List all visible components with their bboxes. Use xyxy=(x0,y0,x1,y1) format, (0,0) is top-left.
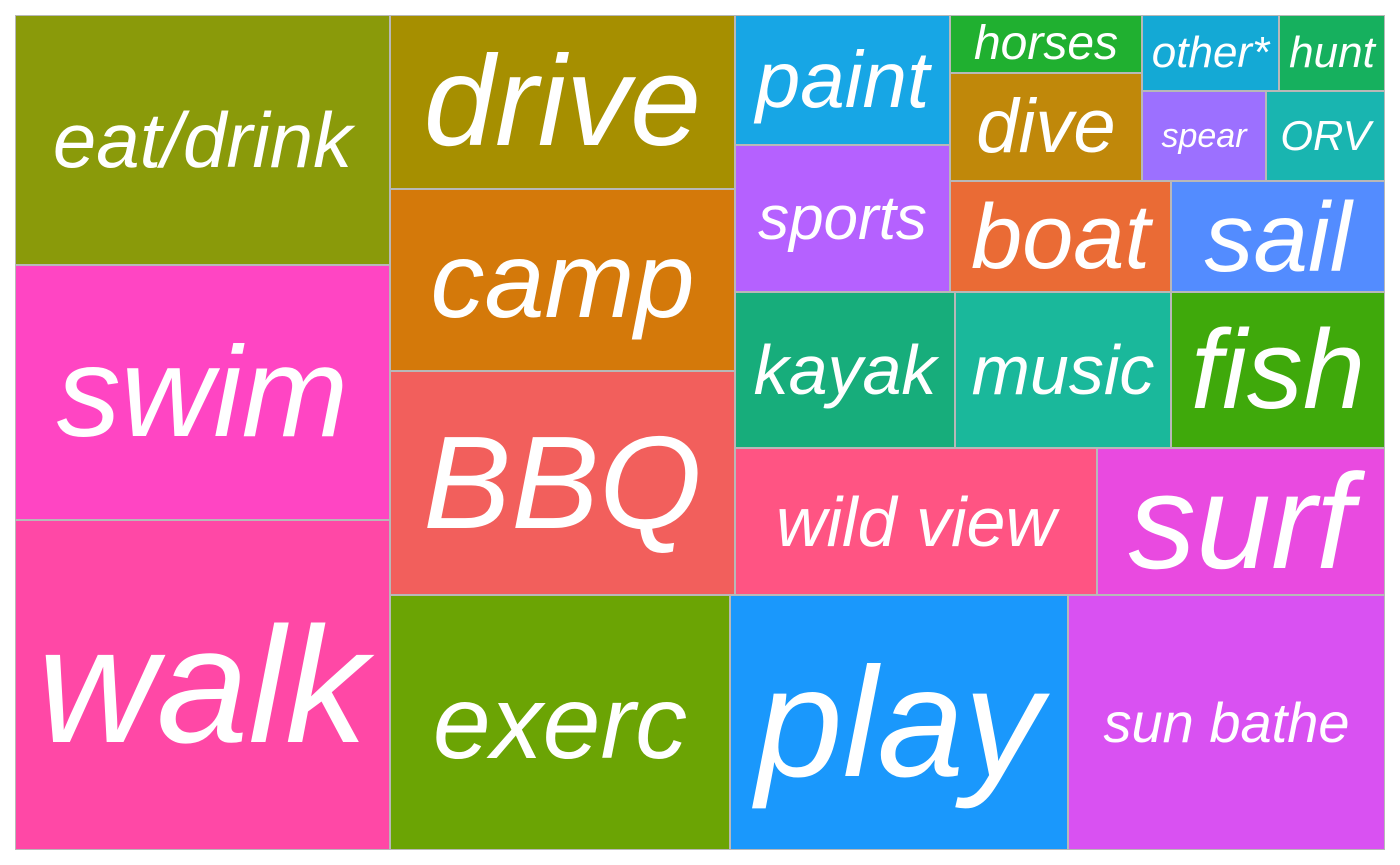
treemap-tile: surf xyxy=(1097,448,1385,595)
treemap-tile-label: BBQ xyxy=(423,409,702,556)
treemap-tile: wild view xyxy=(735,448,1097,595)
treemap-tile: sail xyxy=(1171,181,1385,292)
treemap-tile-label: horses xyxy=(973,17,1119,70)
treemap-tile: paint xyxy=(735,15,950,145)
treemap-tile: spear xyxy=(1142,91,1266,181)
treemap-tile: play xyxy=(730,595,1068,850)
treemap-tile-label: paint xyxy=(755,35,930,124)
treemap-tile: walk xyxy=(15,520,390,850)
treemap-tile-label: boat xyxy=(970,185,1151,288)
treemap-tile-label: play xyxy=(755,635,1043,810)
treemap-tile-label: walk xyxy=(37,592,368,777)
treemap-tile: dive xyxy=(950,73,1142,181)
treemap-tile-label: eat/drink xyxy=(52,96,353,184)
treemap-tile-label: camp xyxy=(430,219,695,340)
treemap-tile: sports xyxy=(735,145,950,292)
treemap-tile-label: ORV xyxy=(1280,112,1371,159)
treemap-tile: swim xyxy=(15,265,390,520)
treemap-tile: eat/drink xyxy=(15,15,390,265)
treemap-tile: camp xyxy=(390,189,735,371)
treemap-tile: drive xyxy=(390,15,735,189)
treemap-tile: horses xyxy=(950,15,1142,73)
treemap-tile-label: surf xyxy=(1128,448,1354,595)
treemap-tile-label: exerc xyxy=(432,664,688,781)
treemap-tile-label: sun bathe xyxy=(1103,690,1350,754)
treemap-tile-label: music xyxy=(971,331,1155,409)
treemap-tile-label: dive xyxy=(976,84,1116,169)
treemap-tile-label: fish xyxy=(1190,307,1366,432)
treemap-tile: sun bathe xyxy=(1068,595,1385,850)
treemap-tile: kayak xyxy=(735,292,955,448)
treemap-tile-label: swim xyxy=(56,320,349,464)
treemap-tile: music xyxy=(955,292,1171,448)
treemap-tile: BBQ xyxy=(390,371,735,595)
treemap-tile-label: spear xyxy=(1161,117,1247,155)
treemap-tile: other* xyxy=(1142,15,1279,91)
treemap-tile-label: drive xyxy=(423,30,702,173)
treemap-tile-label: other* xyxy=(1151,28,1270,77)
treemap-tile-label: kayak xyxy=(753,331,937,409)
treemap-tile-label: sports xyxy=(758,183,927,253)
treemap-tile: boat xyxy=(950,181,1171,292)
treemap-tile-label: sail xyxy=(1204,181,1352,292)
treemap-tile: exerc xyxy=(390,595,730,850)
treemap-tile-label: wild view xyxy=(775,482,1057,561)
treemap-tile: hunt xyxy=(1279,15,1385,91)
treemap-tile-label: hunt xyxy=(1289,28,1375,77)
treemap-tile: ORV xyxy=(1266,91,1385,181)
treemap-tile: fish xyxy=(1171,292,1385,448)
